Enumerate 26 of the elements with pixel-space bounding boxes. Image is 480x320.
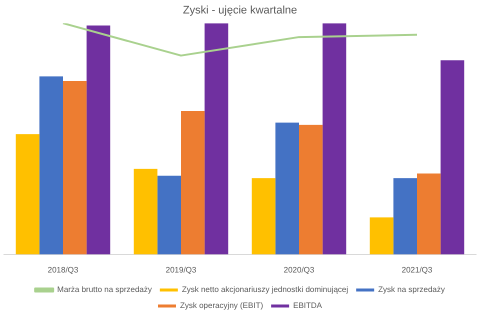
x-tick-label: 2021/Q3: [402, 265, 433, 274]
bar: [275, 122, 299, 254]
legend-label: Marża brutto na sprzedaży: [57, 285, 152, 294]
legend-label: EBITDA: [293, 301, 323, 310]
x-tick-label: 2019/Q3: [166, 265, 197, 274]
legend-label: Zysk operacyjny (EBIT): [180, 301, 264, 310]
bar: [134, 168, 158, 254]
bar: [440, 60, 464, 254]
bar: [157, 176, 181, 254]
bar: [417, 173, 441, 254]
bar: [86, 26, 110, 254]
bar: [370, 217, 394, 254]
legend-label: Zysk netto akcjonariuszy jednostki dominującej: [182, 285, 348, 294]
legend-label: Zysk na sprzedaży: [378, 285, 445, 294]
bar: [16, 134, 40, 254]
bar: [63, 81, 87, 254]
bar: [252, 178, 276, 254]
bar: [322, 23, 346, 254]
x-tick-label: 2018/Q3: [48, 265, 79, 274]
bar: [393, 178, 417, 254]
bar: [204, 23, 228, 254]
chart-title: Zyski - ujęcie kwartalne: [182, 4, 298, 17]
x-tick-label: 2020/Q3: [284, 265, 315, 274]
bar: [299, 124, 323, 254]
bar: [181, 111, 205, 254]
bar: [39, 76, 63, 254]
